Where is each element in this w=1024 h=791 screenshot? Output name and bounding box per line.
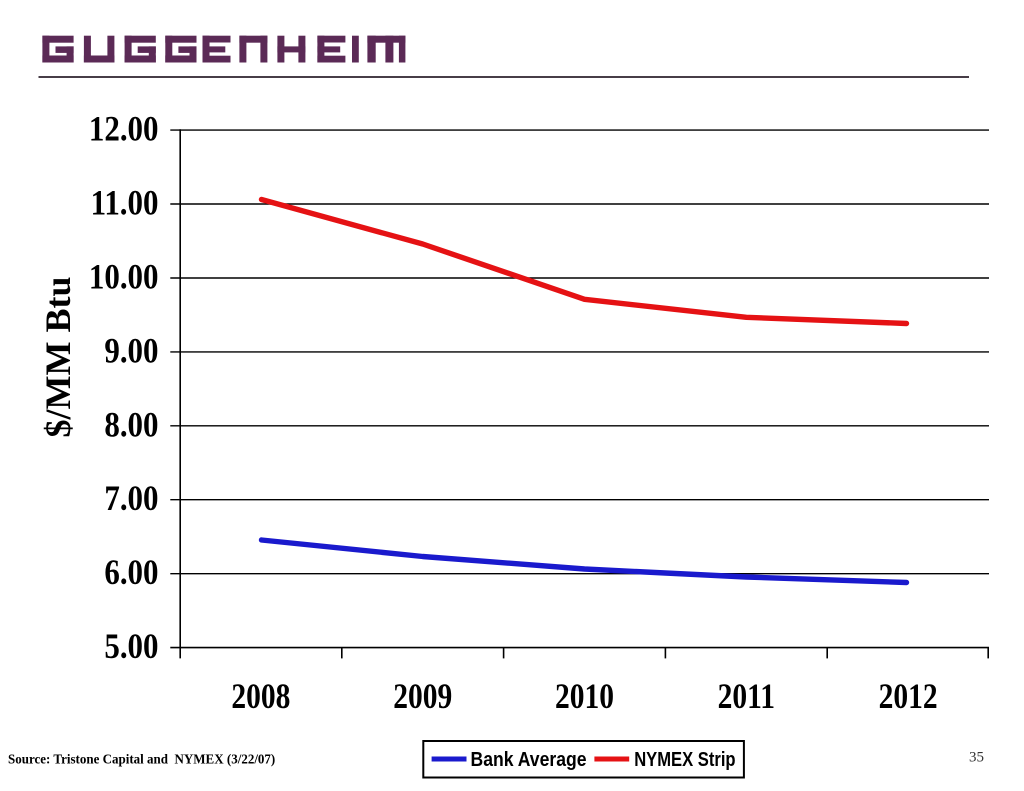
- svg-text:2009: 2009: [393, 677, 452, 716]
- svg-text:12.00: 12.00: [89, 110, 159, 150]
- svg-text:8.00: 8.00: [104, 405, 158, 445]
- svg-text:10.00: 10.00: [89, 257, 159, 297]
- svg-text:7.00: 7.00: [104, 479, 158, 519]
- svg-text:2010: 2010: [555, 677, 614, 716]
- svg-text:Bank Average: Bank Average: [471, 748, 587, 770]
- svg-text:Source: Tristone Capital and: Source: Tristone Capital and NYMEX (3/22…: [8, 751, 275, 767]
- svg-text:6.00: 6.00: [104, 553, 158, 593]
- svg-text:5.00: 5.00: [104, 627, 158, 667]
- svg-text:2012: 2012: [879, 677, 938, 716]
- svg-text:$/MM Btu: $/MM Btu: [38, 277, 78, 438]
- svg-text:NYMEX Strip: NYMEX Strip: [634, 748, 735, 771]
- svg-text:2011: 2011: [718, 677, 775, 716]
- svg-text:2008: 2008: [231, 677, 290, 716]
- svg-text:35: 35: [969, 749, 984, 765]
- svg-text:11.00: 11.00: [91, 183, 159, 223]
- svg-text:9.00: 9.00: [104, 331, 158, 371]
